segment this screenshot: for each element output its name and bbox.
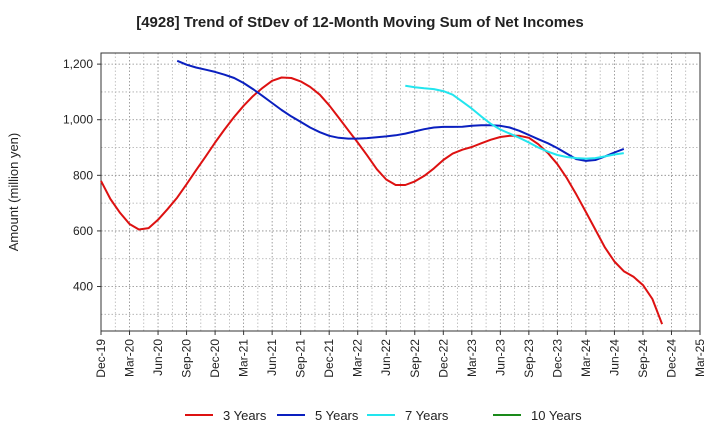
x-tick-label: Dec-20 [208,339,222,378]
x-tick-label: Sep-24 [636,339,650,378]
x-axis: Dec-19 Mar-20 Jun-20 Sep-20 Dec-20 Mar-21 Jun-… [94,331,707,378]
chart-title: [4928] Trend of StDev of 12-Month Moving… [136,14,584,31]
x-tick-label: Jun-22 [379,339,393,376]
x-tick-label: Dec-23 [550,339,564,378]
x-tick-label: Mar-25 [693,339,707,377]
y-tick-label: 1,200 [63,57,93,71]
series-line-3-years [100,76,664,325]
x-tick-label: Dec-22 [436,339,450,378]
x-tick-label: Mar-21 [237,339,251,377]
legend-label: 10 Years [531,408,582,423]
series-line-7-years [405,84,624,160]
x-tick-label: Mar-23 [465,339,479,377]
y-tick-label: 600 [73,224,93,238]
series-line-5-years [176,59,625,162]
x-tick-label: Jun-24 [607,339,621,376]
y-tick-label: 400 [73,280,93,294]
x-tick-label: Sep-22 [408,339,422,378]
x-tick-label: Jun-23 [493,339,507,376]
x-tick-label: Dec-19 [94,339,108,378]
x-tick-label: Mar-22 [351,339,365,377]
x-tick-label: Mar-20 [123,339,137,377]
y-axis-label: Amount (million yen) [6,133,21,252]
x-tick-label: Mar-24 [579,339,593,377]
legend-label: 7 Years [405,408,449,423]
x-tick-label: Jun-21 [265,339,279,376]
x-tick-label: Dec-24 [664,339,678,378]
x-tick-label: Sep-21 [294,339,308,378]
x-tick-label: Sep-20 [180,339,194,378]
y-tick-label: 1,000 [63,113,93,127]
y-axis: 400 600 800 1,000 1,200 [63,57,101,294]
plot-frame [100,52,701,332]
series-layer [100,59,664,325]
grid [100,53,701,331]
legend: 3 Years 5 Years 7 Years 10 Years [185,408,582,423]
legend-label: 5 Years [315,408,359,423]
x-tick-label: Sep-23 [522,339,536,378]
x-tick-label: Jun-20 [151,339,165,376]
y-tick-label: 800 [73,168,93,182]
x-tick-label: Dec-21 [322,339,336,378]
legend-label: 3 Years [223,408,267,423]
